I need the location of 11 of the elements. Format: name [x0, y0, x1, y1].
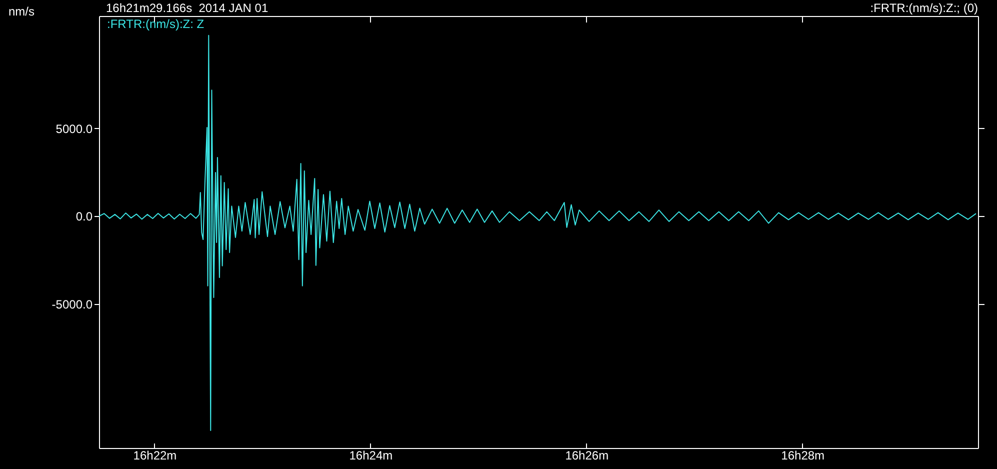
y-axis-title: nm/s: [8, 4, 35, 18]
x-tick-label: 16h22m: [133, 448, 177, 462]
x-tick-label: 16h26m: [565, 448, 609, 462]
y-tick-label: 5000.0: [56, 122, 93, 136]
text: :FRTR:(nm/s):Z:; (0): [870, 1, 978, 15]
series-label: :FRTR:(nm/s):Z: Z: [107, 17, 204, 31]
x-tick-label: 16h24m: [349, 448, 393, 462]
y-tick-label: 0.0: [76, 210, 93, 224]
y-tick-label: -5000.0: [52, 298, 93, 312]
chart-title: 16h21m29.166s 2014 JAN 01: [106, 1, 268, 15]
x-tick-label: 16h28m: [781, 448, 825, 462]
